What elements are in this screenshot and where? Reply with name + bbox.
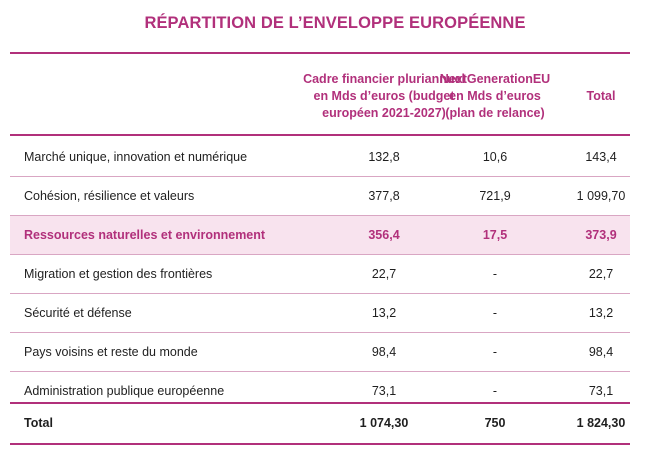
- header-top-rule: [10, 52, 630, 54]
- column-header-total: Total: [586, 89, 616, 103]
- cell-ngeu: -: [492, 384, 498, 398]
- row-label: Migration et gestion des frontières: [24, 267, 213, 281]
- cell-ngeu: 721,9: [479, 189, 511, 203]
- cell-total: 73,1: [588, 384, 614, 398]
- row-label: Cohésion, résilience et valeurs: [24, 189, 195, 203]
- total-label: Total: [24, 416, 53, 430]
- table-bottom-rule: [10, 443, 630, 445]
- cell-ngeu: 10,6: [482, 150, 508, 164]
- cell-total: 143,4: [585, 150, 617, 164]
- cell-total: 1 099,70: [576, 189, 626, 203]
- row-label: Administration publique européenne: [24, 384, 225, 398]
- row-label: Ressources naturelles et environnement: [24, 228, 266, 242]
- column-header-mff-line-3: européen 2021-2027): [322, 106, 446, 120]
- cell-mff: 377,8: [368, 189, 400, 203]
- cell-ngeu: -: [492, 306, 498, 320]
- total-row: Total 1 074,30 750 1 824,30: [10, 404, 630, 442]
- row-label: Sécurité et défense: [24, 306, 132, 320]
- cell-mff: 132,8: [368, 150, 400, 164]
- table-row: Cohésion, résilience et valeurs 377,8 72…: [10, 177, 630, 215]
- table-row: Administration publique européenne 73,1 …: [10, 372, 630, 410]
- table-row: Marché unique, innovation et numérique 1…: [10, 138, 630, 176]
- cell-total: 22,7: [588, 267, 614, 281]
- row-divider: [10, 293, 630, 294]
- column-header-mff-line-1: Cadre financier pluriannuel: [303, 72, 465, 86]
- cell-mff: 356,4: [368, 228, 400, 242]
- cell-total: 98,4: [588, 345, 614, 359]
- cell-ngeu: -: [492, 345, 498, 359]
- table-row: Pays voisins et reste du monde 98,4 - 98…: [10, 333, 630, 371]
- row-divider: [10, 215, 630, 216]
- cell-mff: 98,4: [371, 345, 397, 359]
- table-row-highlighted: Ressources naturelles et environnement 3…: [10, 216, 630, 254]
- column-header-ngeu-line-1: NextGenerationEU: [439, 72, 551, 86]
- row-label: Pays voisins et reste du monde: [24, 345, 198, 359]
- header-bottom-rule: [10, 134, 630, 136]
- row-divider: [10, 332, 630, 333]
- cell-ngeu: -: [492, 267, 498, 281]
- column-header-ngeu: NextGenerationEU en Mds d’euros (plan de…: [405, 71, 585, 122]
- total-total: 1 824,30: [576, 416, 626, 430]
- cell-ngeu: 17,5: [482, 228, 508, 242]
- row-label: Marché unique, innovation et numérique: [24, 150, 248, 164]
- table-title: RÉPARTITION DE L’ENVELOPPE EUROPÉENNE: [144, 14, 526, 32]
- column-header-ngeu-line-3: (plan de relance): [445, 106, 545, 120]
- column-header-mff: Cadre financier pluriannuel en Mds d’eur…: [266, 71, 502, 122]
- total-ngeu: 750: [484, 416, 506, 430]
- table-row: Migration et gestion des frontières 22,7…: [10, 255, 630, 293]
- table-row: Sécurité et défense 13,2 - 13,2: [10, 294, 630, 332]
- cell-mff: 73,1: [371, 384, 397, 398]
- row-divider: [10, 371, 630, 372]
- cell-mff: 13,2: [371, 306, 397, 320]
- column-header-mff-line-2: en Mds d’euros (budget: [313, 89, 455, 103]
- total-top-rule: [10, 402, 630, 404]
- row-divider: [10, 176, 630, 177]
- cell-total: 13,2: [588, 306, 614, 320]
- total-mff: 1 074,30: [359, 416, 409, 430]
- cell-total: 373,9: [585, 228, 617, 242]
- column-header-ngeu-line-2: en Mds d’euros: [449, 89, 541, 103]
- row-divider: [10, 254, 630, 255]
- cell-mff: 22,7: [371, 267, 397, 281]
